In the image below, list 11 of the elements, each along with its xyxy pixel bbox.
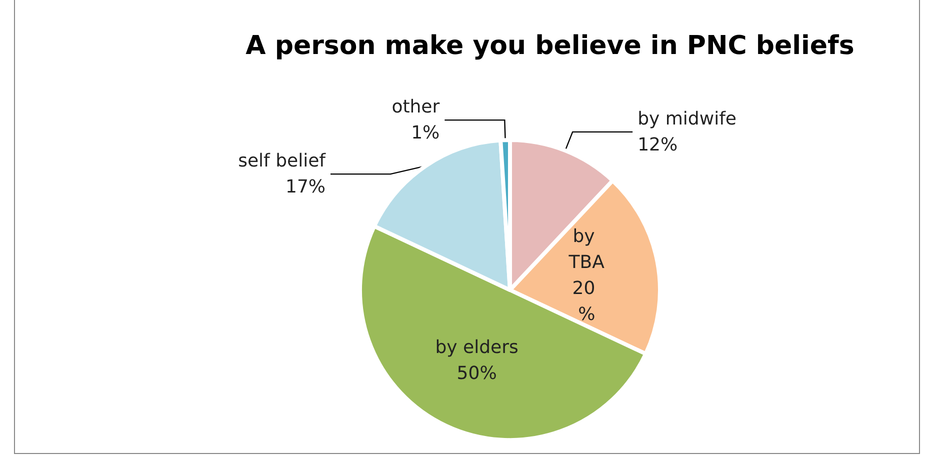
slice-label: self belief xyxy=(238,150,326,172)
data-label: 50% xyxy=(456,363,497,384)
slice-label: other xyxy=(392,96,440,118)
data-label: 12% xyxy=(638,134,678,156)
data-label: 17% xyxy=(285,176,326,198)
slice-label: by midwife xyxy=(638,108,736,130)
slice-label: by TBA xyxy=(568,226,606,273)
chart-title: A person make you believe in PNC beliefs xyxy=(246,31,854,61)
data-label: 1% xyxy=(411,122,440,144)
data-label: 20 % xyxy=(572,278,601,325)
slice-label: by elders xyxy=(435,337,518,358)
